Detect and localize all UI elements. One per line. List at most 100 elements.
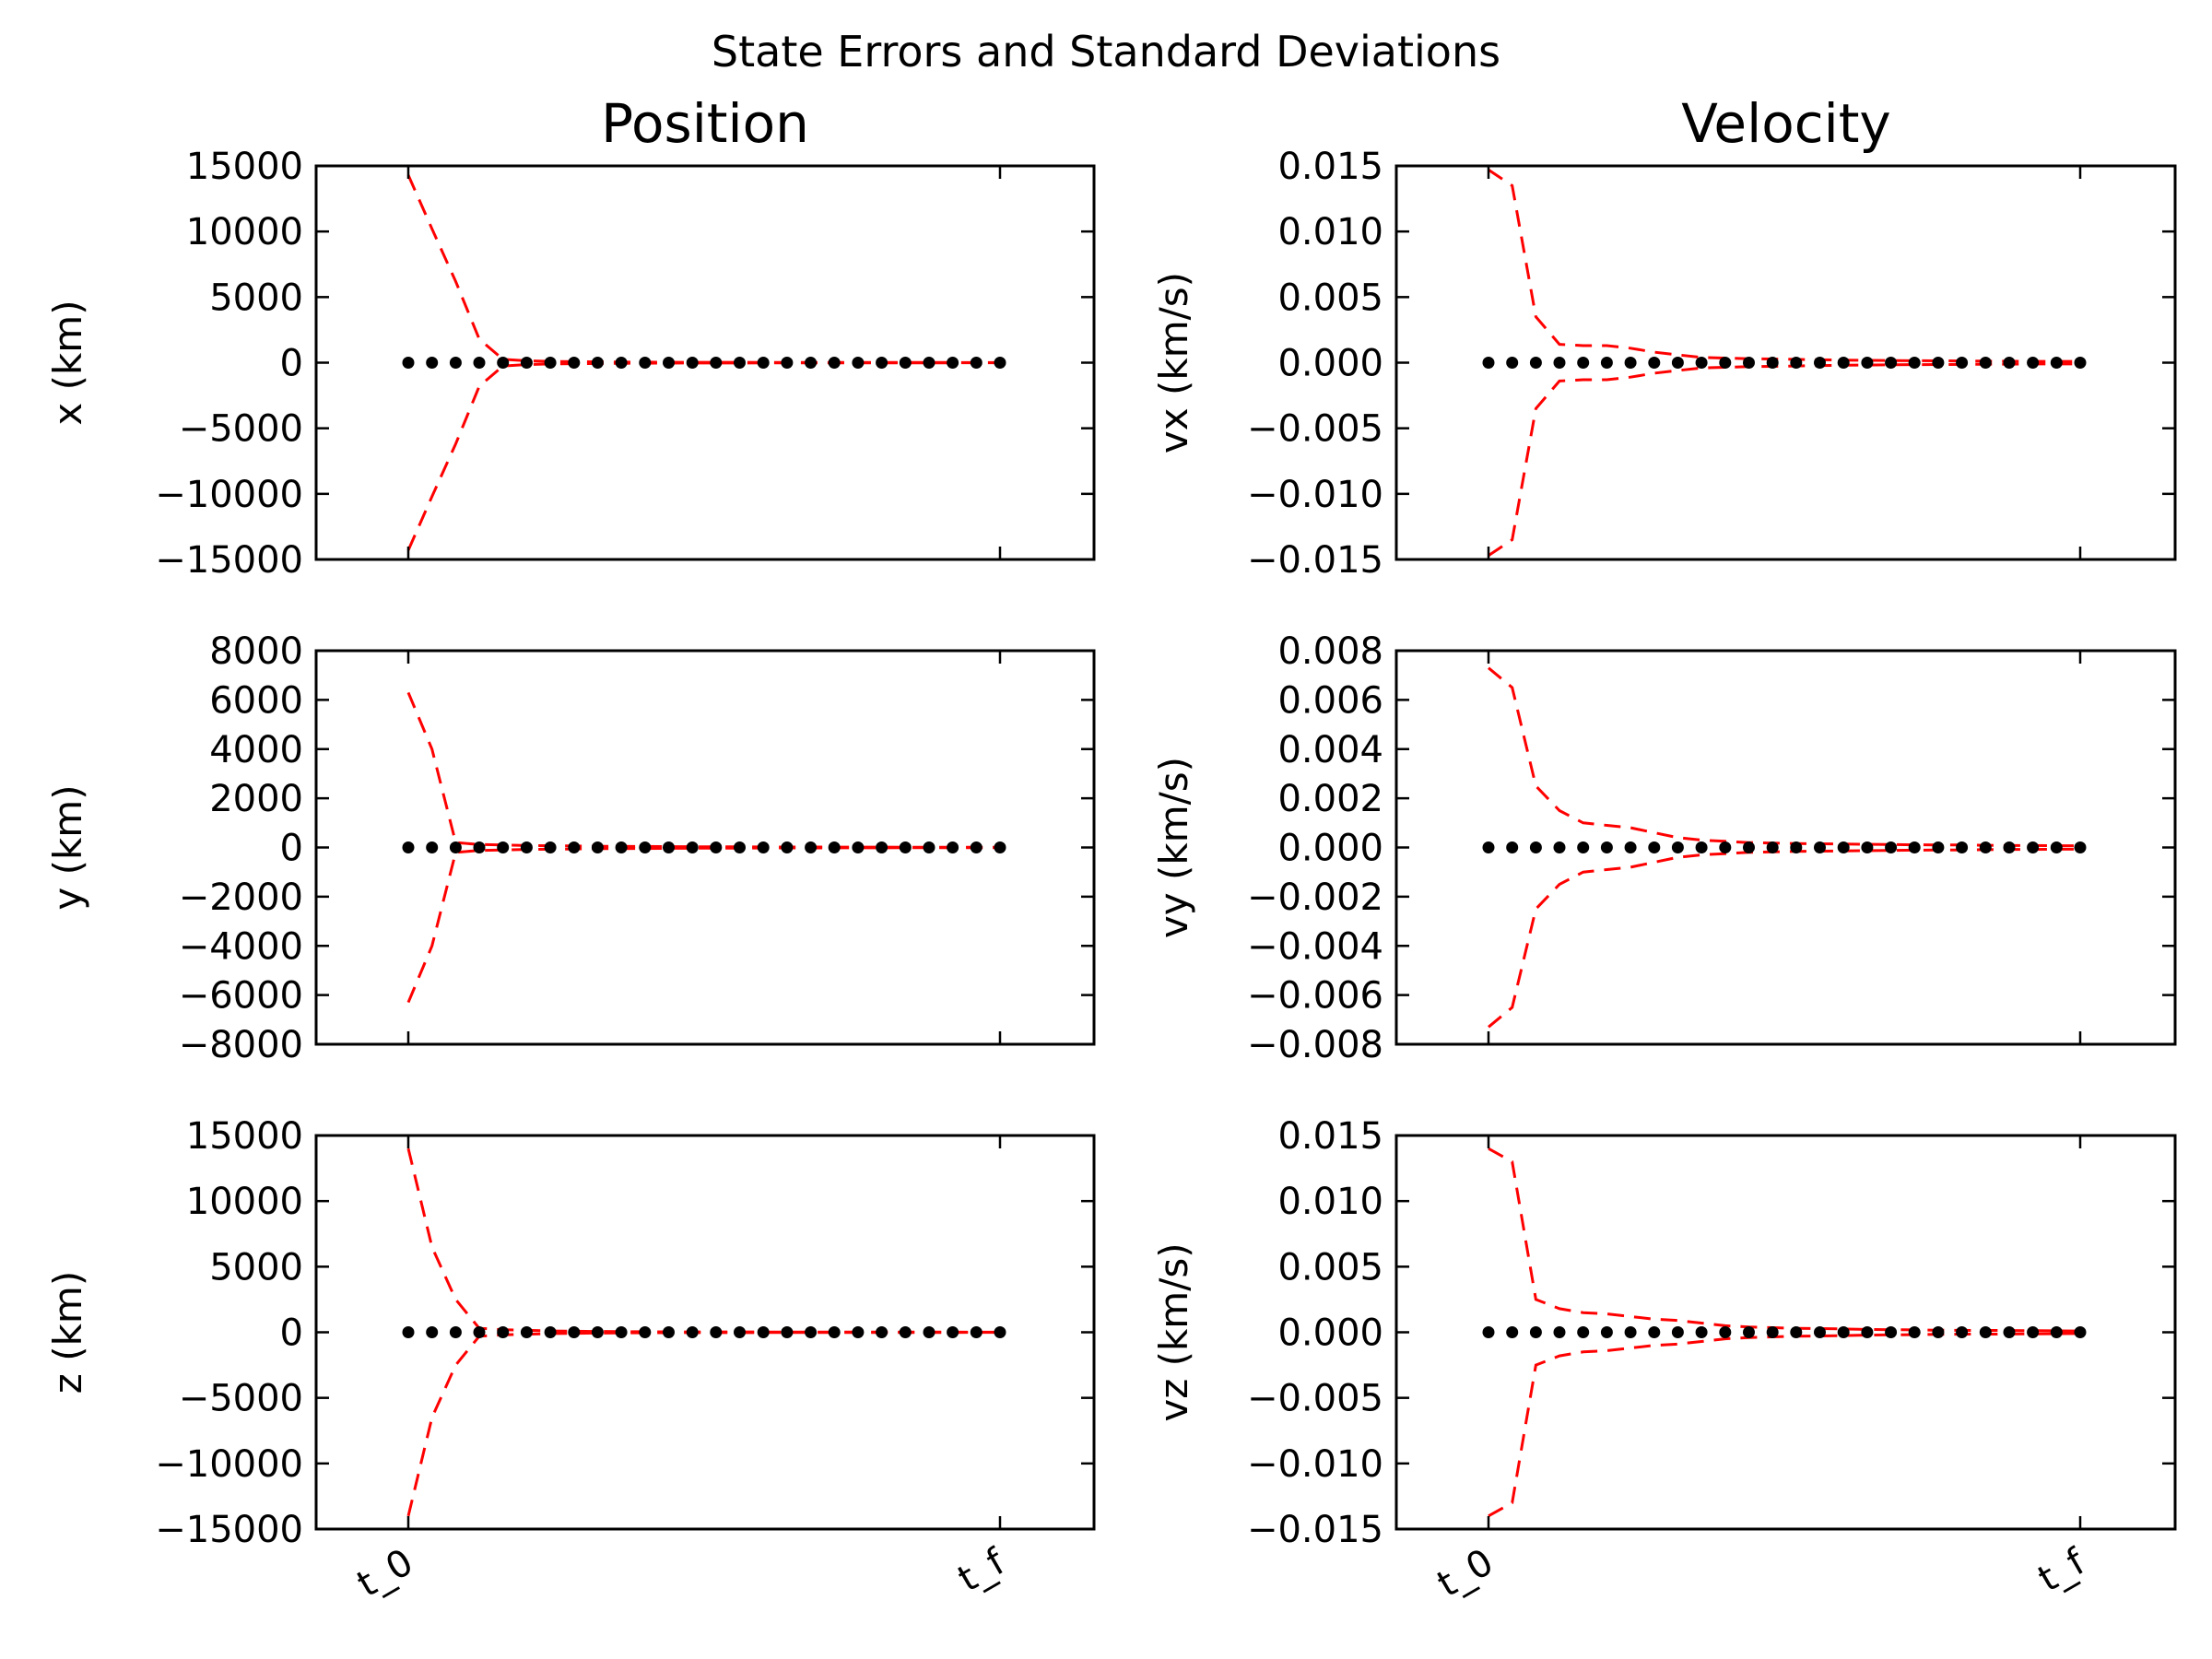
error-point — [2003, 841, 2016, 853]
error-point — [2074, 357, 2087, 369]
y-tick-label: 0.006 — [1277, 679, 1383, 722]
sigma-upper-line — [1488, 169, 2080, 363]
error-point — [1671, 841, 1684, 853]
error-point — [426, 1326, 439, 1338]
error-point — [852, 841, 865, 853]
y-axis-label: vz (km/s) — [1151, 1242, 1196, 1421]
error-point — [1529, 841, 1542, 853]
x-tick-label: t_f — [2031, 1540, 2093, 1600]
error-point — [1885, 1326, 1898, 1338]
error-point — [591, 357, 604, 369]
error-point — [568, 841, 581, 853]
error-point — [1506, 1326, 1519, 1338]
error-point — [923, 841, 935, 853]
error-point — [1624, 1326, 1637, 1338]
error-point — [2050, 841, 2063, 853]
y-tick-label: 2000 — [209, 778, 303, 820]
error-point — [639, 841, 652, 853]
y-tick-label: −6000 — [179, 975, 303, 1018]
error-point — [1908, 357, 1921, 369]
error-point — [1506, 841, 1519, 853]
y-tick-label: 0.004 — [1277, 729, 1383, 771]
error-point — [1506, 357, 1519, 369]
y-tick-label: 10000 — [186, 211, 303, 253]
y-tick-label: −10000 — [155, 474, 303, 516]
error-point — [1671, 357, 1684, 369]
y-tick-label: 0.000 — [1277, 343, 1383, 385]
x-tick-label: t_0 — [1430, 1541, 1500, 1606]
error-point — [734, 357, 746, 369]
subplot-vx: 0.015 0.010 0.005 0.000 −0.005 −0.010 −0.015 vx… — [1151, 146, 2177, 582]
error-point — [2003, 1326, 2016, 1338]
y-axis-label: y (km) — [45, 784, 90, 910]
y-tick-label: 0.000 — [1277, 828, 1383, 870]
error-point — [1577, 1326, 1590, 1338]
error-point — [686, 357, 699, 369]
error-point — [1529, 1326, 1542, 1338]
error-point — [876, 1326, 888, 1338]
error-point — [2074, 841, 2087, 853]
sigma-lower-line — [406, 846, 1000, 1004]
error-point — [828, 1326, 841, 1338]
x-tick-label: t_f — [951, 1540, 1013, 1600]
error-point — [1648, 357, 1661, 369]
error-point — [994, 841, 1006, 853]
error-point — [1719, 841, 1732, 853]
y-tick-label: 0.002 — [1277, 778, 1383, 820]
error-point — [947, 357, 959, 369]
sigma-lower-line — [1488, 847, 2080, 1029]
error-point — [544, 357, 557, 369]
error-point — [1648, 841, 1661, 853]
error-point — [970, 1326, 982, 1338]
error-point — [520, 357, 533, 369]
error-point — [1908, 1326, 1921, 1338]
error-point — [639, 357, 652, 369]
error-point — [805, 357, 818, 369]
sigma-lower-line — [406, 1331, 1000, 1517]
error-point — [1743, 357, 1755, 369]
error-point — [710, 1326, 723, 1338]
error-point — [781, 841, 794, 853]
error-point — [1695, 841, 1708, 853]
subplot-y: 8000 6000 4000 2000 0 −2000 −4000 −6000 −8000 y (… — [45, 630, 1096, 1066]
y-tick-label: −0.010 — [1247, 1443, 1383, 1486]
error-point — [805, 1326, 818, 1338]
error-point — [1719, 1326, 1732, 1338]
error-point — [757, 1326, 770, 1338]
error-point — [1956, 1326, 1969, 1338]
error-point — [449, 841, 462, 853]
sigma-upper-line — [406, 1147, 1000, 1334]
error-point — [497, 357, 510, 369]
error-point — [1908, 841, 1921, 853]
error-point — [1671, 1326, 1684, 1338]
error-point — [591, 1326, 604, 1338]
error-point — [1743, 841, 1755, 853]
error-point — [805, 841, 818, 853]
sigma-lower-line — [406, 361, 1000, 551]
error-point — [899, 1326, 912, 1338]
error-point — [663, 357, 675, 369]
error-point — [663, 1326, 675, 1338]
error-point — [1553, 357, 1566, 369]
sigma-upper-line — [406, 691, 1000, 849]
y-tick-label: 0 — [280, 1312, 303, 1355]
error-point — [781, 357, 794, 369]
error-point — [1932, 357, 1945, 369]
error-point — [497, 1326, 510, 1338]
error-point — [2050, 1326, 2063, 1338]
error-point — [686, 1326, 699, 1338]
y-tick-label: 4000 — [209, 729, 303, 771]
error-point — [1695, 357, 1708, 369]
y-tick-label: 5000 — [209, 276, 303, 319]
y-tick-label: −5000 — [179, 1378, 303, 1420]
error-point — [852, 357, 865, 369]
error-point — [947, 841, 959, 853]
error-point — [2050, 357, 2063, 369]
error-point — [1837, 1326, 1850, 1338]
error-point — [402, 1326, 415, 1338]
error-point — [2027, 1326, 2040, 1338]
error-point — [1814, 357, 1826, 369]
error-point — [852, 1326, 865, 1338]
error-point — [757, 357, 770, 369]
error-point — [1861, 357, 1874, 369]
